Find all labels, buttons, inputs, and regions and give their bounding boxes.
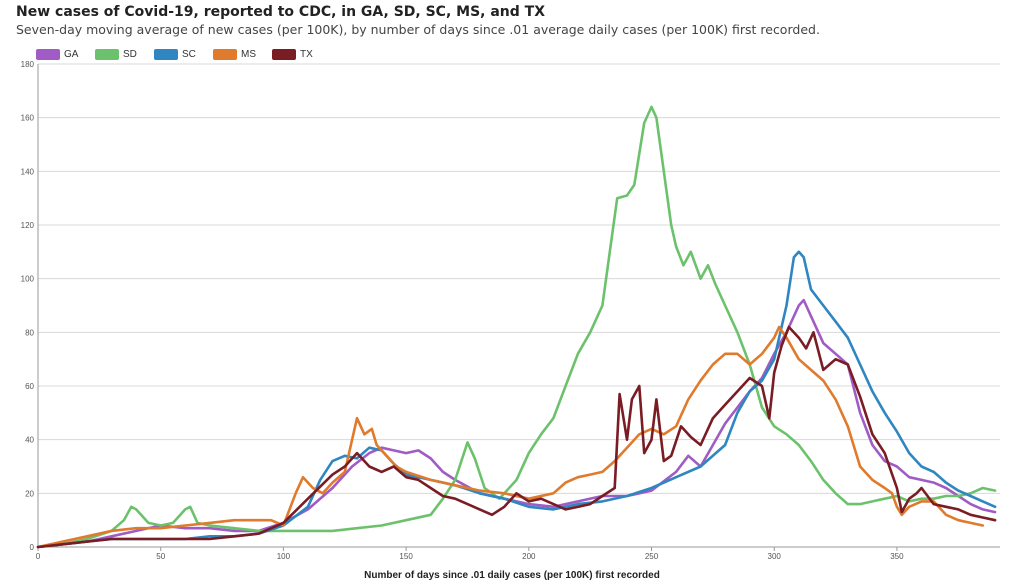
legend-label: GA xyxy=(64,49,79,60)
x-tick-label: 100 xyxy=(277,552,291,561)
y-tick-label: 180 xyxy=(21,60,35,69)
y-tick-label: 120 xyxy=(21,221,35,230)
y-tick-label: 20 xyxy=(25,489,34,498)
legend-label: SD xyxy=(123,49,137,60)
x-tick-label: 250 xyxy=(645,552,659,561)
y-tick-label: 0 xyxy=(30,543,35,552)
series-line-tx xyxy=(36,325,997,549)
series-line-ga xyxy=(36,298,997,549)
legend-swatch xyxy=(95,49,119,60)
x-tick-label: 0 xyxy=(36,552,41,561)
legend-swatch xyxy=(272,49,296,60)
series-lines xyxy=(36,105,997,549)
chart-subtitle: Seven-day moving average of new cases (p… xyxy=(16,22,820,37)
legend-swatch xyxy=(154,49,178,60)
legend-swatch xyxy=(36,49,60,60)
legend-label: MS xyxy=(241,49,256,60)
x-tick-label: 350 xyxy=(890,552,904,561)
y-tick-label: 80 xyxy=(25,328,34,337)
y-tick-label: 100 xyxy=(21,275,35,284)
x-tick-label: 200 xyxy=(522,552,536,561)
legend-label: SC xyxy=(182,49,196,60)
y-tick-label: 160 xyxy=(21,114,35,123)
series-line-ms xyxy=(36,325,985,549)
legend-swatch xyxy=(213,49,237,60)
gridlines xyxy=(38,63,1000,548)
x-axis-label: Number of days since .01 daily cases (pe… xyxy=(364,570,660,581)
y-tick-label: 60 xyxy=(25,382,34,391)
legend-label: TX xyxy=(300,49,313,60)
y-tick-label: 140 xyxy=(21,167,35,176)
chart-title: New cases of Covid-19, reported to CDC, … xyxy=(16,4,546,20)
x-tick-label: 150 xyxy=(399,552,413,561)
x-tick-label: 300 xyxy=(768,552,782,561)
series-line-sc xyxy=(36,250,997,549)
y-tick-label: 40 xyxy=(25,436,34,445)
series-line-sd xyxy=(36,105,997,549)
x-tick-label: 50 xyxy=(156,552,165,561)
axes: 0 20 40 60 80 100 120 140 160 180 0 50 100 150 200 250 3… xyxy=(21,60,905,561)
